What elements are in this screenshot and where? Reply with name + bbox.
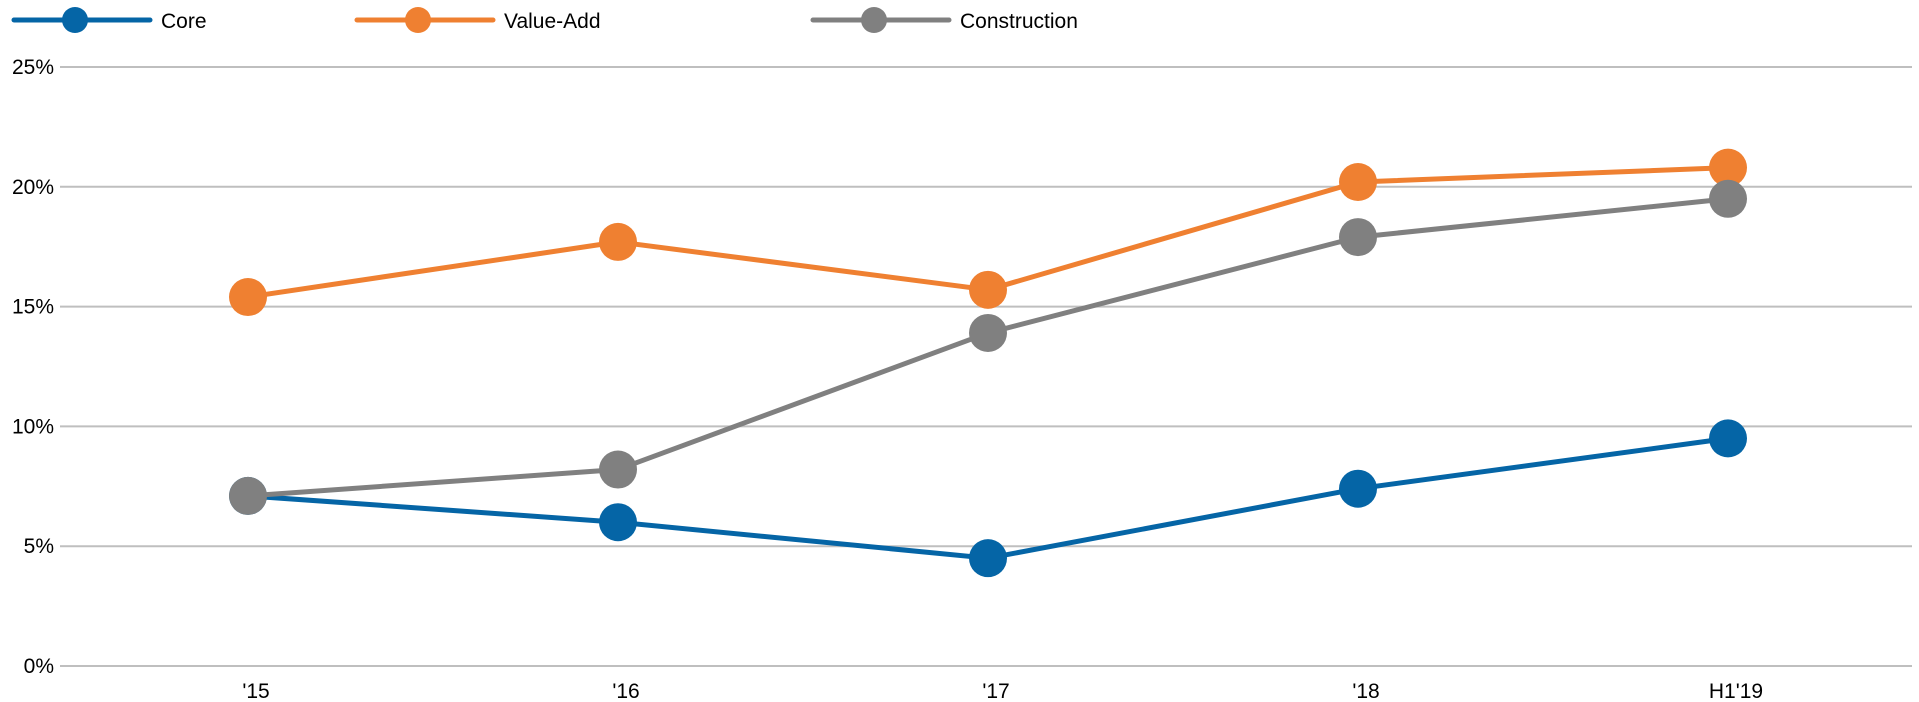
data-point: [969, 313, 1007, 352]
data-point: [599, 503, 637, 542]
gridlines: [60, 66, 1912, 667]
data-point: [969, 270, 1007, 309]
x-tick-label: '18: [1352, 680, 1379, 702]
legend-label: Construction: [960, 10, 1078, 33]
x-tick-label: '15: [242, 680, 269, 702]
legend-item-core: Core: [11, 7, 207, 33]
data-point: [229, 476, 267, 515]
data-point: [1339, 218, 1377, 257]
data-point: [229, 278, 267, 317]
y-tick-label: 20%: [12, 176, 54, 199]
data-point: [1709, 179, 1747, 218]
data-point: [1709, 419, 1747, 458]
legend-label: Value-Add: [504, 10, 601, 33]
series-core: [229, 419, 1747, 578]
y-axis-ticks: 0% 5% 10% 15% 20% 25%: [12, 56, 54, 678]
y-tick-label: 0%: [24, 655, 54, 678]
legend-item-construction: Construction: [810, 7, 1078, 33]
data-point: [969, 539, 1007, 578]
series-value-add: [229, 148, 1747, 317]
series-construction: [229, 179, 1747, 515]
x-tick-label: '16: [612, 680, 639, 702]
legend-marker: [861, 7, 887, 33]
y-tick-label: 5%: [24, 535, 54, 558]
y-tick-label: 10%: [12, 415, 54, 438]
legend-marker: [405, 7, 431, 33]
legend-item-value-add: Value-Add: [354, 7, 601, 33]
data-point: [599, 450, 637, 489]
x-tick-label: '17: [982, 680, 1009, 702]
x-tick-label: H1'19: [1709, 680, 1763, 702]
legend-label: Core: [161, 10, 207, 33]
data-point: [1709, 148, 1747, 187]
legend: Core Value-Add Construction: [11, 7, 1078, 33]
y-tick-label: 15%: [12, 296, 54, 319]
legend-marker: [62, 7, 88, 33]
data-point: [1339, 469, 1377, 508]
data-point: [599, 222, 637, 261]
x-axis-ticks: '15 '16 '17 '18 H1'19: [242, 680, 1763, 702]
y-tick-label: 25%: [12, 56, 54, 79]
series-lines: [229, 148, 1747, 578]
data-point: [1339, 163, 1377, 202]
